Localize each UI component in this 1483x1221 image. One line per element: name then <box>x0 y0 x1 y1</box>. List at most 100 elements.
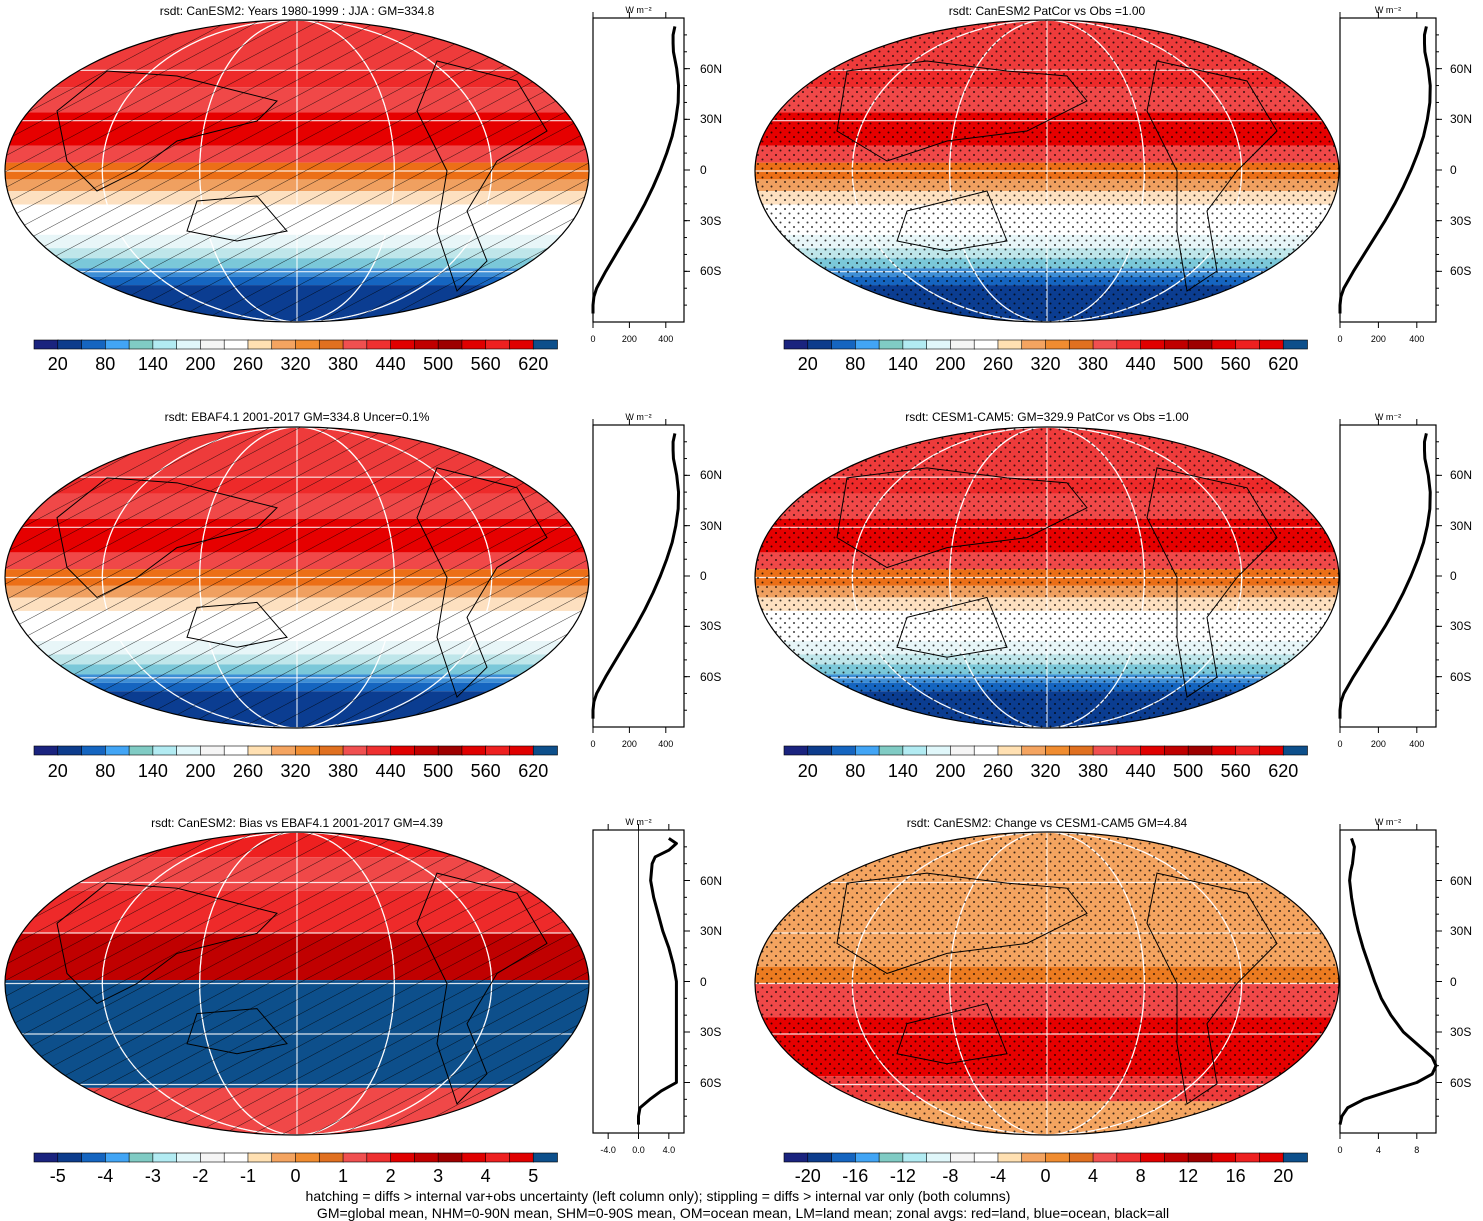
colorbar-label: 2 <box>385 1166 396 1186</box>
colorbar-label: 12 <box>1178 1166 1199 1186</box>
colorbar-swatch <box>1021 1152 1047 1163</box>
colorbar-swatch <box>105 339 130 350</box>
colorbar-swatch <box>33 745 59 756</box>
y-tick-label: 0 <box>700 974 707 989</box>
colorbar-swatch <box>973 339 999 350</box>
y-tick-label: 0 <box>700 163 707 177</box>
colorbar-label: 200 <box>185 761 216 781</box>
colorbar-swatch <box>1045 1152 1071 1163</box>
colorbar-label: 200 <box>935 354 966 374</box>
colorbar-swatch <box>1092 745 1118 756</box>
colorbar-swatch <box>902 745 928 756</box>
colorbar-swatch <box>807 745 833 756</box>
colorbar-swatch <box>997 339 1023 350</box>
x-tick-label: 0 <box>590 739 596 749</box>
y-tick-label: 30N <box>700 112 723 127</box>
y-tick-label: 0 <box>700 569 707 583</box>
panel-title: rsdt: CanESM2: Bias vs EBAF4.1 2001-2017… <box>151 816 443 830</box>
colorbar-swatch <box>878 1152 904 1163</box>
colorbar-swatch <box>414 745 439 756</box>
colorbar-swatch <box>1187 1152 1213 1163</box>
x-tick-label: 400 <box>658 739 674 749</box>
colorbar-swatch <box>485 339 511 350</box>
colorbar-label: 200 <box>185 354 216 374</box>
x-tick-label: 0 <box>1337 739 1343 749</box>
colorbar-label: 80 <box>845 761 866 781</box>
colorbar-label: 260 <box>232 761 263 781</box>
colorbar-swatch <box>1092 1152 1118 1163</box>
colorbar-swatch <box>437 339 463 350</box>
colorbar-swatch <box>176 339 202 350</box>
colorbar-swatch <box>200 1152 225 1163</box>
y-tick-label: 30S <box>1450 1025 1472 1039</box>
colorbar-swatch <box>973 745 999 756</box>
colorbar-swatch <box>1140 1152 1166 1163</box>
x-tick-label: 200 <box>1370 739 1386 749</box>
colorbar-swatch <box>1259 339 1285 350</box>
colorbar-swatch <box>926 339 952 350</box>
y-tick-label: 0 <box>1450 569 1457 583</box>
colorbar-swatch <box>247 745 273 756</box>
colorbar-label: 20 <box>797 761 818 781</box>
colorbar-label: 3 <box>433 1166 444 1186</box>
x-tick-label: 4.0 <box>662 1145 676 1155</box>
colorbar-label: 500 <box>423 354 454 374</box>
zonal-mean-line <box>1338 26 1432 314</box>
zonal-profile <box>1338 419 1442 733</box>
colorbar-label: 440 <box>375 761 406 781</box>
zonal-mean-line <box>591 433 681 719</box>
colorbar-swatch <box>271 745 297 756</box>
colorbar-label: 320 <box>280 761 311 781</box>
colorbar-swatch <box>105 1152 130 1163</box>
colorbar-label: 560 <box>470 354 501 374</box>
map-border <box>4 19 590 323</box>
significance-overlay <box>5 20 589 322</box>
colorbar <box>783 1152 1308 1163</box>
x-tick-label: 0 <box>590 334 596 344</box>
colorbar-label: 380 <box>328 761 359 781</box>
colorbar-swatch <box>1164 745 1189 756</box>
colorbar-label: 0 <box>1040 1166 1051 1186</box>
colorbar-swatch <box>807 339 833 350</box>
colorbar-swatch <box>152 339 178 350</box>
colorbar <box>783 745 1308 756</box>
colorbar-swatch <box>461 339 487 350</box>
colorbar-swatch <box>485 1152 511 1163</box>
y-tick-label: 60N <box>700 61 723 76</box>
colorbar-swatch <box>855 745 880 756</box>
colorbar-swatch <box>390 745 416 756</box>
zonal-frame <box>1339 829 1437 1134</box>
colorbar-label: 620 <box>1268 354 1299 374</box>
colorbar-swatch <box>57 745 83 756</box>
x-tick-label: 400 <box>1409 739 1425 749</box>
colorbar-swatch <box>509 745 535 756</box>
colorbar-swatch <box>950 745 975 756</box>
panel-bottom-right <box>754 824 1442 1163</box>
y-tick-label: 30N <box>1450 518 1473 533</box>
zonal-mean-line <box>637 837 678 1125</box>
y-tick-label: 60S <box>1450 264 1472 279</box>
colorbar-swatch <box>461 1152 487 1163</box>
x-tick-label: 0 <box>1337 1145 1343 1155</box>
colorbar-label: -20 <box>794 1166 821 1186</box>
colorbar-label: 80 <box>95 354 116 374</box>
colorbar-label: 620 <box>518 354 549 374</box>
colorbar-swatch <box>926 1152 952 1163</box>
y-tick-label: 30S <box>1450 213 1472 228</box>
colorbar-label: 140 <box>887 354 918 374</box>
colorbar <box>33 339 558 350</box>
colorbar-swatch <box>81 1152 107 1163</box>
colorbar-swatch <box>532 745 558 756</box>
colorbar-swatch <box>295 745 321 756</box>
colorbar-label: 620 <box>1268 761 1299 781</box>
zonal-profile <box>1338 12 1442 328</box>
zonal-frame <box>592 17 685 323</box>
colorbar-swatch <box>1164 1152 1189 1163</box>
x-tick-label: 400 <box>1409 334 1425 344</box>
colorbar-label: 560 <box>1220 761 1251 781</box>
significance-overlay <box>5 832 589 1135</box>
x-tick-label: 0.0 <box>632 1145 645 1155</box>
colorbar-label: 5 <box>528 1166 539 1186</box>
colorbar-label: 320 <box>1030 761 1061 781</box>
y-tick-label: 60N <box>1450 873 1473 888</box>
